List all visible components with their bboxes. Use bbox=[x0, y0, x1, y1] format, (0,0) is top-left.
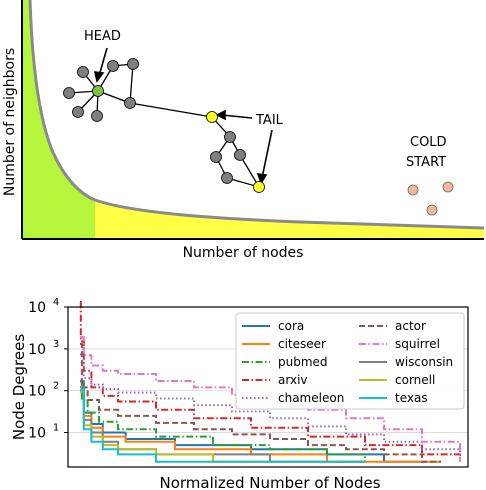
cold-start-label-line2: START bbox=[406, 155, 446, 170]
graph-node bbox=[91, 110, 103, 122]
series-line-squirrel bbox=[80, 336, 461, 462]
graph-node bbox=[127, 58, 139, 70]
y-tick-labels: 10 1 10 2 10 3 10 4 bbox=[28, 297, 68, 442]
head-node bbox=[92, 85, 104, 97]
legend-label-citeseer: citeseer bbox=[278, 337, 326, 351]
series-line-citeseer bbox=[80, 389, 441, 463]
legend-label-squirrel: squirrel bbox=[395, 337, 440, 351]
graph-node bbox=[210, 151, 222, 163]
tail-node bbox=[253, 181, 265, 193]
cold-start-label-line1: COLD bbox=[410, 135, 447, 150]
graph-node bbox=[124, 97, 136, 109]
tail-label: TAIL bbox=[255, 113, 284, 128]
tail-region bbox=[95, 200, 484, 239]
graph-node bbox=[63, 87, 75, 99]
cold-start-nodes bbox=[407, 181, 454, 216]
series-line-texas bbox=[80, 389, 365, 463]
concept-x-label: Number of nodes bbox=[183, 245, 304, 260]
concept-y-label: Number of neighbors bbox=[2, 48, 18, 196]
graph-edge bbox=[239, 154, 260, 188]
y-tick-exponent: 2 bbox=[53, 381, 59, 392]
head-label: HEAD bbox=[84, 29, 121, 44]
legend-label-cora: cora bbox=[278, 319, 304, 333]
graph-node bbox=[107, 60, 119, 72]
graph-node bbox=[77, 66, 89, 78]
chart-x-label: Normalized Number of Nodes bbox=[159, 474, 380, 490]
y-tick-exponent: 3 bbox=[53, 339, 59, 350]
legend-box bbox=[235, 312, 465, 410]
graph-node bbox=[234, 149, 246, 161]
y-tick-label: 10 bbox=[28, 426, 46, 442]
degree-decay-curve bbox=[28, 0, 485, 230]
graph-node bbox=[221, 172, 233, 184]
legend-label-actor: actor bbox=[395, 319, 426, 333]
tail-node bbox=[206, 111, 218, 123]
cold-start-node bbox=[426, 204, 438, 216]
chart-legend: cora citeseer pubmed arxiv chameleon actor squ… bbox=[235, 312, 465, 410]
legend-label-wisconsin: wisconsin bbox=[395, 355, 453, 369]
long-tail-concept-figure: Number of neighbors Number of nodes HEAD… bbox=[2, 0, 485, 260]
legend-label-cornell: cornell bbox=[395, 373, 435, 387]
series-line-chameleon bbox=[80, 353, 461, 462]
graph-edge bbox=[129, 102, 213, 118]
legend-label-pubmed: pubmed bbox=[278, 355, 328, 369]
legend-label-chameleon: chameleon bbox=[278, 391, 344, 405]
legend-label-texas: texas bbox=[395, 391, 428, 405]
y-tick-exponent: 1 bbox=[53, 423, 59, 434]
graph-node bbox=[72, 106, 84, 118]
series-line-pubmed bbox=[80, 379, 366, 462]
y-tick-label: 10 bbox=[28, 300, 46, 316]
graph-edge bbox=[129, 63, 134, 104]
plot-area: 10 1 10 2 10 3 10 4 bbox=[28, 297, 469, 468]
chart-y-label: Node Degrees bbox=[10, 334, 28, 441]
cold-start-node bbox=[442, 181, 454, 193]
annotation-arrows bbox=[93, 47, 273, 185]
head-region bbox=[22, 0, 95, 239]
cold-start-node bbox=[407, 184, 419, 196]
series-line-actor bbox=[80, 343, 441, 463]
y-tick-label: 10 bbox=[28, 384, 46, 400]
series-lines bbox=[79, 301, 461, 463]
y-tick-label: 10 bbox=[28, 342, 46, 358]
y-tick-exponent: 4 bbox=[53, 297, 59, 308]
plot-frame bbox=[67, 306, 469, 468]
legend-label-arxiv: arxiv bbox=[278, 373, 308, 387]
graph-nodes bbox=[63, 58, 265, 193]
graph-node bbox=[224, 131, 236, 143]
